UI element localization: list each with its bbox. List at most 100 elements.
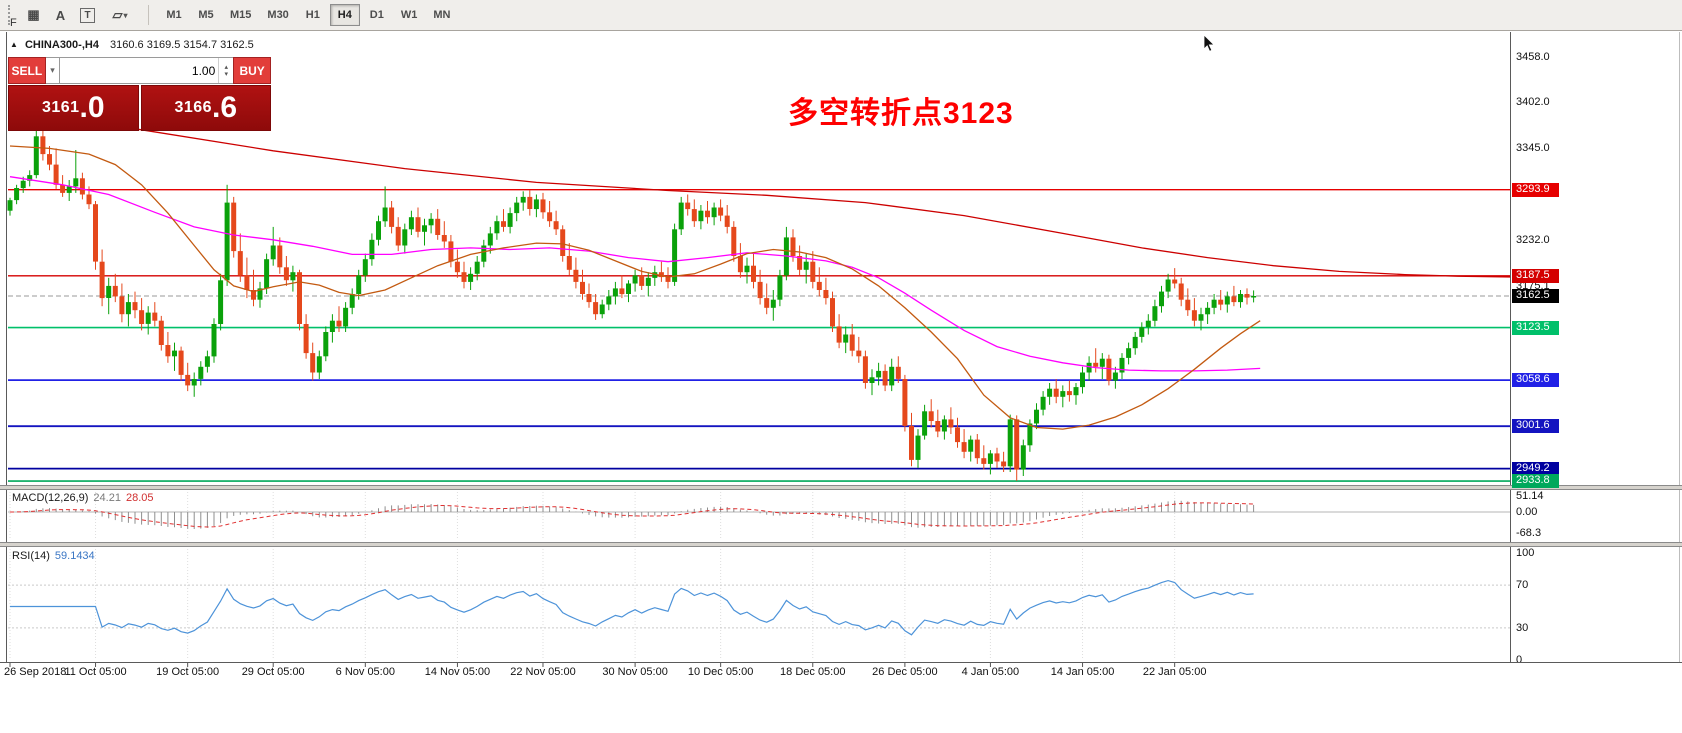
horizontal-level-lines[interactable]: [8, 188, 1510, 482]
rsi-scale-label: 100: [1516, 547, 1535, 559]
mouse-cursor: [1203, 34, 1215, 52]
charts-grid-icon[interactable]: ▦: [20, 3, 47, 27]
time-axis-label: 10 Dec 05:00: [687, 666, 754, 678]
symbol-label: CHINA300-,H4: [24, 39, 99, 51]
rsi-panel-plot: [8, 579, 1510, 636]
toolbar-grip[interactable]: [8, 5, 14, 25]
price-tick: 3345.0: [1516, 142, 1550, 154]
ma-slow: [9, 109, 1511, 278]
chart-macd-separator[interactable]: [0, 485, 1682, 490]
price-level-badge: 3187.5: [1512, 269, 1559, 283]
spinner-up-icon[interactable]: ▴: [224, 63, 228, 71]
text-label-tool-icon[interactable]: A: [47, 3, 74, 27]
price-level-badge: 3293.9: [1512, 183, 1559, 197]
timeframe-m15[interactable]: M15: [223, 4, 258, 26]
timeframe-w1[interactable]: W1: [394, 4, 425, 26]
ma-mid: [9, 176, 1261, 372]
time-axis-label: 11 Oct 05:00: [64, 666, 127, 678]
buy-button[interactable]: BUY: [233, 57, 272, 84]
chart-annotation[interactable]: 多空转折点3123: [788, 97, 1014, 130]
charts-grid-glyph: ▦: [27, 7, 40, 22]
price-tick: 3458.0: [1516, 51, 1550, 63]
macd-indicator-label: MACD(12,26,9) 24.21 28.05: [12, 492, 153, 504]
timeframe-m1[interactable]: M1: [159, 4, 189, 26]
time-axis-label: 29 Oct 05:00: [241, 666, 305, 678]
price-level-badge: 3001.6: [1512, 419, 1559, 433]
trade-controls-row: SELL ▾ ▴ ▾ BUY: [8, 57, 272, 84]
rsi-name: RSI(14): [12, 550, 50, 562]
sell-price-frac: .0: [79, 91, 105, 124]
buy-price-frac: .6: [212, 91, 238, 124]
panel-gridlines: [9, 492, 1176, 660]
macd-name: MACD(12,26,9): [12, 492, 89, 504]
time-axis-label: 18 Dec 05:00: [780, 666, 846, 678]
rsi-value: 59.1434: [54, 550, 95, 562]
buy-price-main: 3166: [174, 99, 213, 116]
one-click-trading-panel: SELL ▾ ▴ ▾ BUY 3161 .0 3166 .6: [8, 57, 272, 131]
time-axis-label: 22 Jan 05:00: [1142, 666, 1207, 678]
rsi-line: [10, 579, 1254, 636]
volume-spinner[interactable]: ▴ ▾: [218, 58, 233, 83]
time-axis-label: 6 Nov 05:00: [335, 666, 395, 678]
macd-value-signal: 28.05: [125, 492, 154, 504]
rsi-scale-label: 30: [1516, 622, 1529, 634]
rsi-scale-label: 70: [1516, 579, 1529, 591]
timeframe-h4[interactable]: H4: [329, 4, 360, 26]
collapse-arrow-icon[interactable]: ▲: [10, 40, 18, 49]
macd-signal-line: [9, 502, 1254, 528]
macd-scale-label: -68.3: [1516, 527, 1542, 539]
time-axis-label: 22 Nov 05:00: [510, 666, 576, 678]
price-level-badge: 3123.5: [1512, 321, 1559, 335]
toolbar: ▦ A T ▱ ▾ M1 M5 M15 M30 H1 H4 D1 W1 MN: [0, 0, 1682, 31]
volume-input[interactable]: [60, 58, 219, 83]
text-box-tool-icon[interactable]: T: [74, 3, 101, 27]
spinner-down-icon[interactable]: ▾: [224, 70, 228, 78]
timeframe-mn[interactable]: MN: [426, 4, 457, 26]
time-axis-label: 26 Sep 2018: [4, 666, 67, 678]
dropdown-caret-icon: ▾: [123, 10, 128, 20]
price-level-badge: 3058.6: [1512, 373, 1559, 387]
time-axis-label: 19 Oct 05:00: [156, 666, 220, 678]
time-axis-label: 30 Nov 05:00: [602, 666, 668, 678]
time-axis-label: 26 Dec 05:00: [872, 666, 938, 678]
timeframe-m5[interactable]: M5: [191, 4, 221, 26]
sell-price-display[interactable]: 3161 .0: [8, 85, 139, 131]
chart-left-border: [6, 32, 7, 662]
time-axis-label: 4 Jan 05:00: [961, 666, 1020, 678]
volume-field: ▴ ▾: [60, 57, 234, 84]
ma-fast: [9, 145, 1261, 430]
line-studies-glyph: ▱: [112, 7, 123, 22]
timeframe-group: M1 M5 M15 M30 H1 H4 D1 W1 MN: [158, 4, 458, 26]
trade-prices-row: 3161 .0 3166 .6: [8, 85, 271, 131]
toolbar-separator: [148, 5, 149, 25]
combo-caret-icon: ▾: [50, 65, 55, 75]
sell-price-main: 3161: [41, 99, 80, 116]
price-level-badge: 3162.5: [1512, 289, 1559, 303]
macd-scale-label: 0.00: [1516, 506, 1538, 518]
price-axis-separator[interactable]: [1510, 32, 1511, 662]
rsi-indicator-label: RSI(14) 59.1434: [12, 550, 95, 562]
timeframe-d1[interactable]: D1: [362, 4, 392, 26]
price-tick: 3402.0: [1516, 96, 1550, 108]
price-level-badge: 2949.2: [1512, 462, 1559, 476]
time-axis-label: 14 Jan 05:00: [1050, 666, 1115, 678]
ohlc-readout: 3160.6 3169.5 3154.7 3162.5: [110, 39, 254, 51]
timeframe-h1[interactable]: H1: [298, 4, 328, 26]
chart-header: ▲ CHINA300-,H4 3160.6 3169.5 3154.7 3162…: [10, 39, 254, 51]
macd-scale-label: 51.14: [1516, 490, 1544, 502]
price-level-badge: 2933.8: [1512, 474, 1559, 488]
sell-button[interactable]: SELL: [8, 57, 46, 84]
volume-dropdown[interactable]: ▾: [45, 57, 61, 84]
window-right-border: [1679, 32, 1680, 662]
timeframe-m30[interactable]: M30: [260, 4, 295, 26]
macd-value-main: 24.21: [93, 492, 121, 504]
macd-rsi-separator[interactable]: [0, 542, 1682, 547]
line-studies-icon[interactable]: ▱ ▾: [101, 3, 139, 27]
macd-panel-plot: [8, 500, 1510, 529]
rsi-scale-label: 0: [1516, 654, 1523, 666]
time-axis-line: [0, 662, 1682, 663]
text-label-glyph: A: [55, 7, 66, 23]
buy-price-display[interactable]: 3166 .6: [140, 85, 271, 131]
